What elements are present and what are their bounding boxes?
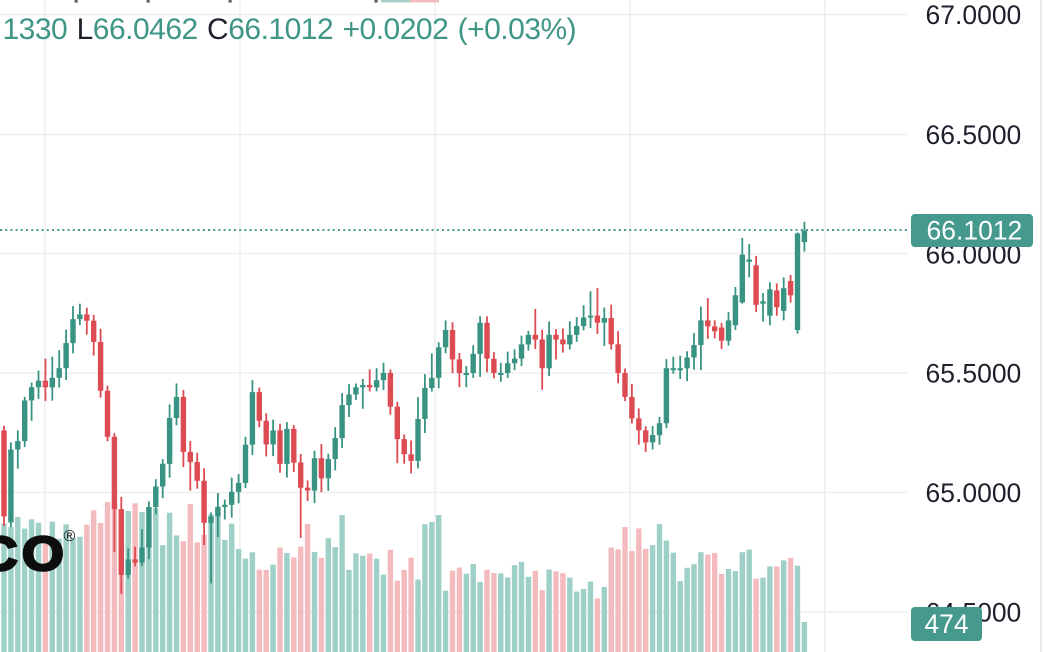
svg-text:1330 L66.0462 C66.1012 +0.020: 1330 L66.0462 C66.1012 +0.0202 (+0.03%): [3, 13, 577, 46]
svg-text:CO: CO: [0, 527, 68, 581]
svg-text:474: 474: [924, 609, 968, 639]
svg-text:67.0000: 67.0000: [926, 0, 1022, 30]
svg-text:66.1012: 66.1012: [927, 216, 1023, 246]
svg-text:65.0000: 65.0000: [926, 478, 1022, 508]
svg-text:®: ®: [64, 528, 76, 545]
svg-text:65.5000: 65.5000: [926, 359, 1022, 389]
svg-text:66.5000: 66.5000: [926, 120, 1022, 150]
